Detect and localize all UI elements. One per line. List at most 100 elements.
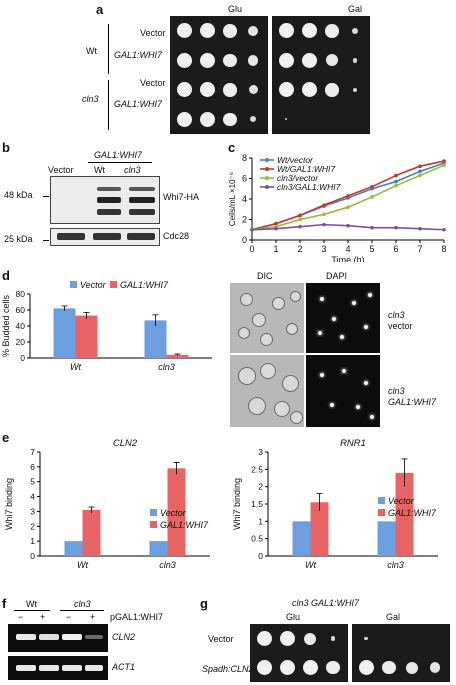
y-axis-label: Whi7 binding	[4, 478, 14, 530]
data-point	[394, 183, 398, 188]
legend-marker	[265, 176, 269, 180]
panel-f-band-cln2: CLN2	[112, 632, 136, 642]
legend-label: Vector	[388, 496, 415, 506]
yeast-spot	[284, 118, 288, 121]
y-tick-label: 6	[30, 462, 35, 472]
panel-b-header: GAL1:WHI7	[94, 150, 143, 160]
legend-swatch	[110, 281, 117, 288]
panel-d-dapi-image-1	[306, 283, 380, 353]
yeast-spot	[247, 55, 259, 66]
chart-title: CLN2	[113, 438, 138, 449]
panel-f-band	[16, 665, 36, 671]
yeast-spot	[326, 54, 338, 67]
data-point	[418, 173, 422, 178]
y-tick-label: 1.5	[251, 499, 263, 509]
yeast-spot	[382, 660, 396, 675]
nucleus-dot	[332, 317, 336, 321]
panel-b-marker-48: 48 kDa	[4, 190, 33, 200]
legend-marker	[265, 185, 269, 189]
panel-b-band	[127, 233, 155, 240]
yeast-spot	[199, 111, 215, 127]
panel-d-dic-image-1	[230, 283, 304, 353]
panel-b-band-whi7: Whi7-HA	[163, 192, 200, 202]
nucleus-dot	[320, 373, 324, 377]
bar	[149, 541, 168, 556]
yeast-spot	[223, 24, 237, 38]
yeast-spot	[223, 83, 237, 97]
y-tick-label: 8	[242, 153, 247, 163]
y-tick-label: 6	[242, 174, 247, 184]
yeast-spot	[301, 23, 317, 39]
nucleus-dot	[342, 369, 346, 373]
bar	[82, 509, 101, 556]
panel-b-band	[97, 187, 121, 191]
panel-b-band	[129, 187, 155, 191]
panel-g-letter: g	[200, 596, 208, 611]
legend-swatch	[70, 281, 77, 288]
legend-label: GAL1:WHI7	[388, 508, 437, 518]
bar	[395, 472, 414, 556]
panel-b-band	[97, 197, 121, 203]
yeast-cell	[260, 363, 276, 379]
legend-label: Vector	[160, 508, 187, 518]
legend-label: GAL1:WHI7	[160, 520, 209, 530]
panel-a-row1-label: Vector	[140, 28, 166, 38]
panel-f-gel-cln2	[8, 624, 108, 652]
panel-g-glu-plate	[250, 624, 348, 682]
yeast-spot	[176, 111, 192, 127]
y-axis-label: % Budded cells	[1, 294, 11, 357]
data-point	[250, 227, 254, 232]
yeast-spot	[301, 52, 317, 68]
panel-f-band	[85, 635, 103, 639]
panel-g-glu-label: Glu	[286, 612, 301, 622]
panel-f-band	[16, 634, 36, 640]
y-tick-label: 2	[258, 482, 263, 492]
panel-a-letter: a	[96, 2, 104, 17]
bar	[75, 315, 98, 358]
panel-f-group-wt-line	[14, 610, 50, 611]
yeast-spot	[176, 52, 192, 68]
panel-g-row1-label: Vector	[208, 634, 234, 644]
panel-f-band	[62, 665, 82, 671]
data-point	[346, 194, 350, 198]
data-point	[370, 184, 374, 189]
x-tick-label: cln3	[159, 560, 176, 570]
yeast-spot	[364, 636, 368, 641]
panel-b-header-line	[88, 162, 152, 163]
data-point	[370, 225, 374, 230]
panel-f-band	[85, 665, 103, 671]
legend-swatch	[150, 509, 157, 516]
yeast-spot	[352, 87, 358, 92]
panel-b-band	[93, 233, 121, 240]
bar	[64, 541, 83, 556]
yeast-spot	[256, 660, 272, 675]
y-tick-label: 4	[30, 492, 35, 502]
nucleus-dot	[364, 325, 368, 329]
panel-f-gel-act1	[8, 656, 108, 680]
yeast-spot	[325, 83, 339, 97]
panel-a-strain-wt: Wt	[86, 46, 97, 56]
y-tick-label: 3	[258, 447, 263, 457]
legend-label: cln3/GAL1:WHI7	[277, 182, 341, 192]
y-tick-label: 5	[30, 477, 35, 487]
data-point	[298, 213, 302, 218]
panel-f-sign-4: +	[90, 612, 96, 622]
legend-label: Wt/vector	[277, 155, 314, 165]
panel-b-lane-cln3: cln3	[124, 165, 141, 175]
panel-f-group-cln3-line	[60, 610, 104, 611]
panel-e-right-chart: 0 0.5 1 1.5 2 2.5 3 Wt cln3 Whi7 binding Vector GAL…	[232, 438, 438, 570]
panel-d-chart: 0 20 40 60 80 Wt cln3 % Budded cells Vector GAL1:…	[1, 280, 212, 372]
y-tick-label: 2.5	[251, 464, 263, 474]
x-tick-label: Wt	[70, 362, 81, 372]
bar	[53, 308, 76, 358]
yeast-spot	[279, 660, 295, 675]
yeast-spot	[326, 660, 340, 675]
yeast-cell	[272, 297, 285, 310]
yeast-spot	[406, 661, 418, 674]
bar	[166, 354, 189, 358]
panel-b-letter: b	[2, 140, 10, 155]
y-tick-label: 4	[242, 194, 247, 204]
panel-a-row4-label: GAL1:WHI7	[114, 99, 163, 109]
y-tick-label: 2	[242, 215, 247, 225]
data-point	[394, 179, 398, 184]
